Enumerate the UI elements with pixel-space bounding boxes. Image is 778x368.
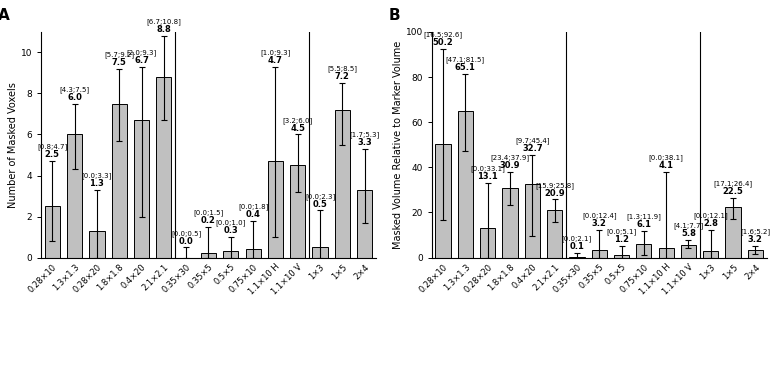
Text: [1.0;9.3]: [1.0;9.3] — [260, 49, 291, 56]
Text: 8.8: 8.8 — [156, 25, 171, 34]
Text: 65.1: 65.1 — [455, 63, 476, 72]
Bar — [268, 161, 283, 258]
Text: [17.1;26.4]: [17.1;26.4] — [713, 180, 752, 187]
Text: 20.9: 20.9 — [545, 188, 565, 198]
Text: [0.0;1.0]: [0.0;1.0] — [216, 219, 246, 226]
Bar — [246, 250, 261, 258]
Text: 4.5: 4.5 — [290, 124, 305, 133]
Text: 1.3: 1.3 — [89, 179, 104, 188]
Bar — [547, 210, 562, 258]
Bar — [681, 244, 696, 258]
Bar — [112, 104, 127, 258]
Text: 13.1: 13.1 — [478, 172, 498, 181]
Y-axis label: Number of Masked Voxels: Number of Masked Voxels — [8, 82, 18, 208]
Text: [23.4;37.9]: [23.4;37.9] — [490, 155, 530, 161]
Bar — [223, 251, 238, 258]
Bar — [658, 248, 674, 258]
Text: [0.0;1.5]: [0.0;1.5] — [194, 209, 223, 216]
Text: 0.2: 0.2 — [201, 216, 216, 225]
Text: [0.8;4.7]: [0.8;4.7] — [37, 144, 68, 150]
Bar — [524, 184, 540, 258]
Bar — [335, 110, 350, 258]
Bar — [201, 254, 216, 258]
Text: 0.0: 0.0 — [179, 237, 194, 245]
Text: 22.5: 22.5 — [723, 187, 744, 196]
Bar — [67, 134, 82, 258]
Text: [2.0;9.3]: [2.0;9.3] — [127, 49, 156, 56]
Text: 0.4: 0.4 — [246, 210, 261, 219]
Text: 3.2: 3.2 — [748, 235, 762, 244]
Bar — [703, 251, 718, 258]
Text: [4.1;7.7]: [4.1;7.7] — [673, 223, 703, 229]
Text: [0.0;3.3]: [0.0;3.3] — [82, 172, 112, 179]
Bar — [290, 165, 305, 258]
Text: [16.5;92.6]: [16.5;92.6] — [423, 31, 463, 38]
Text: 4.7: 4.7 — [268, 56, 283, 65]
Text: [0.0;2.1]: [0.0;2.1] — [562, 235, 592, 242]
Bar — [636, 244, 651, 258]
Text: [0.0;2.3]: [0.0;2.3] — [305, 193, 335, 199]
Bar — [134, 120, 149, 258]
Bar — [45, 206, 60, 258]
Text: A: A — [0, 8, 9, 23]
Bar — [748, 250, 763, 258]
Text: 2.8: 2.8 — [703, 219, 718, 229]
Text: 0.3: 0.3 — [223, 226, 238, 235]
Text: [47.1;81.5]: [47.1;81.5] — [446, 56, 485, 63]
Text: [0.0;38.1]: [0.0;38.1] — [649, 154, 684, 161]
Text: 50.2: 50.2 — [433, 38, 454, 47]
Text: 1.2: 1.2 — [614, 235, 629, 244]
Bar — [503, 188, 517, 258]
Text: 2.5: 2.5 — [45, 151, 60, 159]
Text: 32.7: 32.7 — [522, 144, 542, 153]
Text: 0.5: 0.5 — [313, 199, 328, 209]
Text: [15.9;25.8]: [15.9;25.8] — [535, 182, 574, 188]
Text: [9.7;45.4]: [9.7;45.4] — [515, 138, 549, 144]
Text: [1.3;11.9]: [1.3;11.9] — [626, 213, 661, 220]
Text: [0.0;12.4]: [0.0;12.4] — [582, 212, 616, 219]
Text: 3.2: 3.2 — [592, 219, 607, 228]
Text: 4.1: 4.1 — [659, 161, 674, 170]
Text: 6.7: 6.7 — [134, 56, 149, 65]
Bar — [614, 255, 629, 258]
Bar — [457, 111, 473, 258]
Text: [1.7;5.3]: [1.7;5.3] — [349, 131, 380, 138]
Text: [0.0;12.1]: [0.0;12.1] — [693, 213, 728, 219]
Text: [1.6;5.2]: [1.6;5.2] — [741, 228, 770, 235]
Bar — [480, 228, 496, 258]
Text: 0.1: 0.1 — [569, 242, 584, 251]
Text: 30.9: 30.9 — [499, 161, 520, 170]
Text: 5.8: 5.8 — [681, 229, 696, 238]
Text: [4.3;7.5]: [4.3;7.5] — [60, 86, 89, 93]
Bar — [89, 231, 104, 258]
Bar — [591, 250, 607, 258]
Bar — [725, 207, 741, 258]
Text: [5.5;8.5]: [5.5;8.5] — [328, 66, 357, 72]
Text: 6.1: 6.1 — [636, 220, 651, 229]
Text: 3.3: 3.3 — [357, 138, 372, 147]
Bar — [313, 247, 328, 258]
Bar — [357, 190, 372, 258]
Text: [6.7;10.8]: [6.7;10.8] — [146, 18, 181, 25]
Text: 7.2: 7.2 — [335, 72, 350, 81]
Text: [0.0;5.1]: [0.0;5.1] — [606, 229, 636, 235]
Bar — [436, 144, 450, 258]
Text: [5.7;9.2]: [5.7;9.2] — [104, 51, 135, 58]
Text: 6.0: 6.0 — [67, 93, 82, 102]
Text: [0.0;0.5]: [0.0;0.5] — [171, 230, 202, 237]
Text: 7.5: 7.5 — [112, 58, 127, 67]
Text: [0.0;1.8]: [0.0;1.8] — [238, 203, 268, 210]
Text: [3.2;6.0]: [3.2;6.0] — [282, 117, 313, 124]
Text: B: B — [388, 8, 400, 23]
Y-axis label: Masked Volume Relative to Marker Volume: Masked Volume Relative to Marker Volume — [393, 40, 403, 249]
Text: [0.0;33.1]: [0.0;33.1] — [470, 165, 505, 172]
Bar — [156, 77, 171, 258]
